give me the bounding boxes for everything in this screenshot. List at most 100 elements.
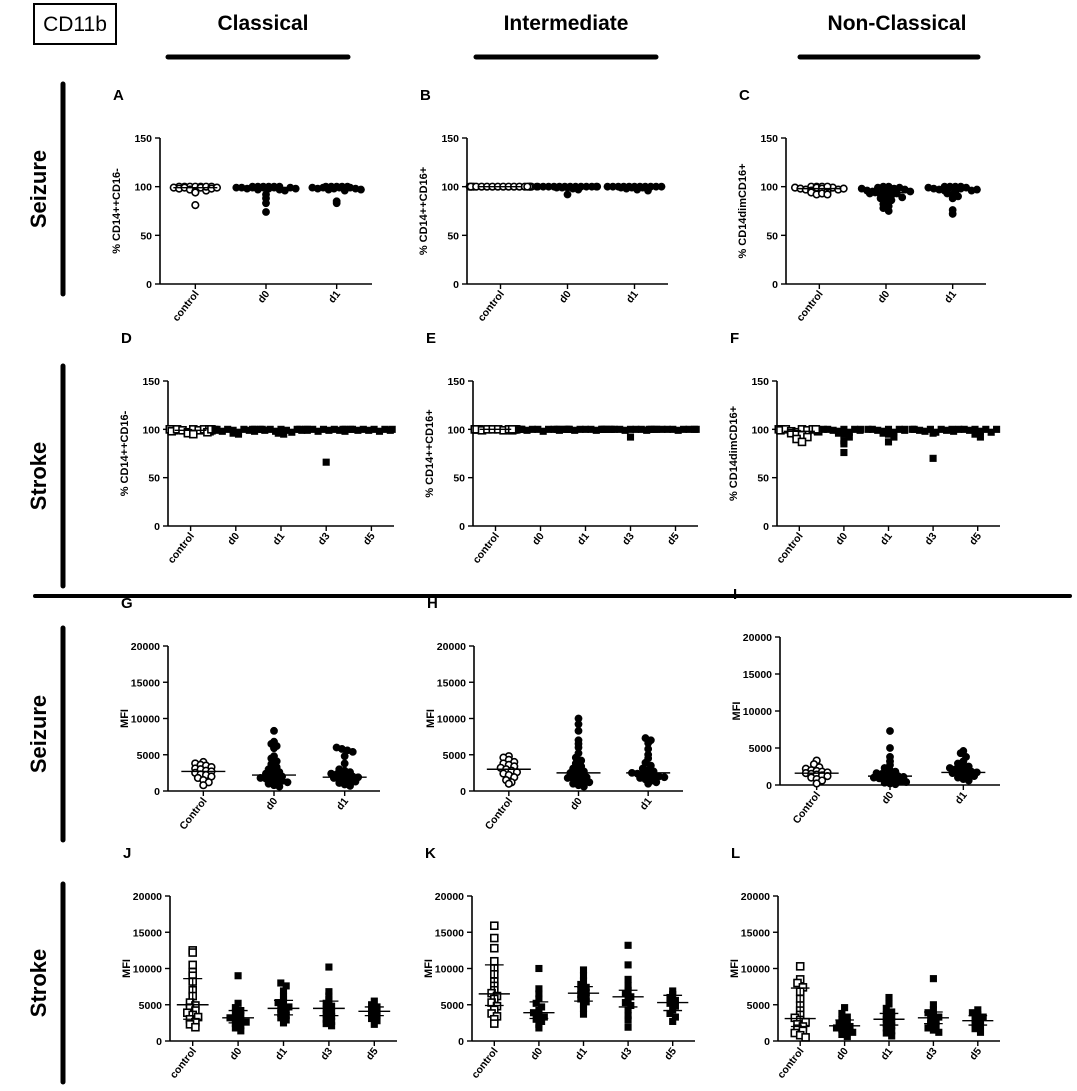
y-tick-label: 15000: [133, 927, 162, 939]
data-point: [339, 425, 347, 433]
y-tick-label: 5000: [749, 743, 773, 755]
y-tick-label: 50: [453, 473, 465, 485]
panel-letter: F: [730, 330, 739, 347]
data-point: [901, 425, 909, 433]
x-tick-label-d1: d1: [326, 288, 343, 305]
y-axis-label: MFI: [425, 709, 437, 728]
data-point: [624, 941, 632, 949]
y-tick-label: 0: [154, 786, 160, 798]
column-title-intermediate: Intermediate: [504, 12, 629, 35]
data-point: [270, 726, 278, 735]
y-tick-label: 100: [760, 182, 778, 194]
data-point: [797, 437, 807, 447]
data-point: [351, 777, 360, 786]
x-tick-label-d1: d1: [624, 288, 641, 305]
x-tick-label-d1: d1: [942, 288, 959, 305]
panel-letter: C: [739, 87, 750, 104]
data-point: [191, 188, 200, 197]
data-point: [884, 207, 893, 215]
data-point: [189, 429, 198, 439]
x-tick-label-d1: d1: [953, 789, 970, 806]
y-tick-label: 5000: [139, 1000, 163, 1012]
data-point: [840, 440, 848, 448]
data-point: [249, 425, 257, 433]
y-axis-label: MFI: [121, 959, 133, 978]
data-point: [504, 779, 513, 788]
y-tick-label: 15000: [131, 677, 160, 689]
panel-d: D 0 50 100 150 % CD14++CD16- control d0 d1 d3 d5: [119, 330, 396, 566]
data-point: [888, 1032, 896, 1040]
data-point: [811, 425, 821, 434]
data-point: [886, 727, 894, 735]
data-point: [275, 182, 284, 191]
y-tick-label: 10000: [743, 706, 772, 718]
data-point: [579, 1010, 588, 1018]
data-point: [234, 430, 243, 438]
y-tick-label: 0: [772, 279, 778, 291]
y-tick-label: 100: [142, 424, 160, 436]
panel-c: C 0 50 100 150 % CD14dimCD16+ control d0 d1: [737, 87, 986, 324]
data-point: [885, 993, 893, 1002]
y-tick-label: 150: [134, 133, 152, 145]
data-point: [884, 182, 893, 191]
x-tick-label-d1: d1: [638, 795, 655, 812]
data-point: [291, 184, 300, 193]
data-point: [956, 749, 965, 758]
x-tick-label-d3: d3: [922, 530, 939, 547]
data-point: [845, 433, 853, 441]
data-point: [886, 744, 894, 752]
data-point: [332, 199, 341, 208]
y-tick-label: 20000: [743, 632, 772, 644]
y-tick-label: 5000: [137, 750, 161, 762]
panel-letter: I: [733, 586, 737, 603]
y-tick-label: 5000: [443, 750, 467, 762]
panel-letter: B: [420, 87, 431, 104]
data-point: [523, 182, 532, 191]
y-tick-label: 10000: [131, 714, 160, 726]
y-tick-label: 150: [447, 376, 465, 388]
data-point: [574, 726, 583, 735]
data-point: [370, 1020, 378, 1028]
x-tick-label-d0: d0: [530, 530, 547, 547]
column-title-classical: Classical: [217, 12, 308, 35]
x-tick-label-control: control: [774, 530, 805, 565]
data-point: [812, 779, 821, 788]
y-tick-label: 0: [453, 279, 459, 291]
data-point: [657, 182, 666, 191]
data-point: [322, 458, 330, 466]
data-point: [270, 744, 278, 753]
data-point: [644, 779, 653, 788]
x-tick-label-d0: d0: [879, 789, 896, 806]
x-tick-label-d0: d0: [875, 288, 892, 305]
data-point: [357, 185, 365, 194]
x-tick-label-d0: d0: [263, 795, 280, 812]
y-tick-label: 50: [766, 230, 778, 242]
x-tick-label-control: Control: [177, 795, 209, 832]
x-tick-label-d0: d0: [557, 288, 574, 305]
data-point: [929, 454, 937, 462]
row-label-stroke-bottom: Stroke: [26, 949, 51, 1017]
panel-letter: G: [121, 595, 133, 612]
y-tick-label: 0: [764, 1036, 770, 1048]
data-point: [191, 201, 200, 210]
y-tick-label: 50: [140, 230, 152, 242]
y-tick-label: 20000: [133, 891, 162, 903]
marker-label-box: [33, 3, 117, 45]
data-point: [199, 781, 208, 790]
data-point: [624, 1023, 632, 1031]
panel-letter: H: [427, 595, 438, 612]
y-tick-label: 5000: [441, 1000, 465, 1012]
y-tick-label: 15000: [435, 927, 464, 939]
data-point: [234, 972, 242, 980]
data-point: [692, 425, 700, 433]
x-tick-label-d3: d3: [318, 1045, 335, 1062]
x-tick-label-control: Control: [483, 795, 515, 832]
data-point: [993, 425, 1001, 433]
y-tick-label: 150: [441, 133, 459, 145]
y-tick-label: 20000: [435, 891, 464, 903]
x-tick-label-control: Control: [791, 789, 823, 826]
data-point: [489, 933, 499, 943]
data-point: [948, 194, 957, 203]
data-point: [340, 759, 349, 768]
panel-b: B 0 50 100 150 % CD14++CD16+ control d0 d1: [418, 87, 668, 324]
